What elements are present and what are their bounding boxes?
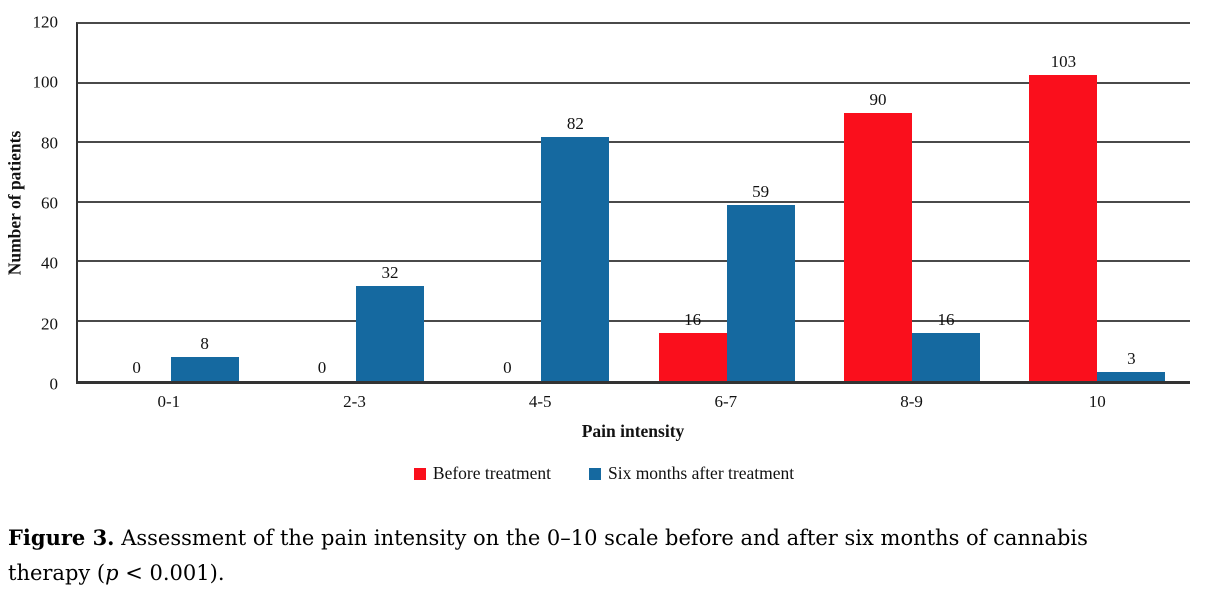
bar-value-label: 16 bbox=[937, 310, 955, 330]
bar-group-10: 103 3 bbox=[1005, 24, 1190, 381]
y-tick-label: 40 bbox=[41, 253, 58, 273]
gridline bbox=[78, 319, 1190, 322]
legend-label: Six months after treatment bbox=[607, 463, 795, 483]
bar-six-months-after-treatment bbox=[726, 205, 795, 381]
y-tick-label: 100 bbox=[32, 72, 59, 92]
x-tick-label: 4-5 bbox=[528, 392, 552, 411]
bar-before-treatment bbox=[658, 333, 727, 381]
bar-column: 16 bbox=[658, 24, 727, 381]
caption-p-italic: p bbox=[105, 561, 119, 585]
bar-value-label: 0 bbox=[132, 358, 141, 377]
caption-figure-label: Figure 3. bbox=[8, 525, 115, 550]
figure-caption: Figure 3. Assessment of the pain intensi… bbox=[8, 520, 1204, 591]
bar-value-label: 59 bbox=[752, 182, 770, 202]
bar-six-months-after-treatment bbox=[1097, 372, 1166, 381]
x-axis-title: Pain intensity bbox=[581, 421, 685, 441]
legend-label: Before treatment bbox=[432, 463, 551, 483]
bar-value-label: 0 bbox=[503, 358, 512, 377]
bar-column: 0 bbox=[473, 24, 541, 381]
bar-before-treatment bbox=[1029, 74, 1098, 381]
bar-group-6-7: 16 59 bbox=[634, 24, 819, 381]
y-tick-label: 20 bbox=[41, 314, 58, 334]
bar-column: 3 bbox=[1097, 24, 1166, 381]
bar-column: 8 bbox=[170, 24, 239, 381]
bar-six-months-after-treatment bbox=[541, 137, 610, 381]
y-tick-label: 0 bbox=[49, 374, 59, 394]
bar-value-label: 90 bbox=[869, 90, 887, 110]
bar-six-months-after-treatment bbox=[911, 333, 980, 381]
legend-swatch-icon bbox=[413, 467, 426, 480]
bar-six-months-after-treatment bbox=[355, 285, 424, 381]
x-tick-label: 0-1 bbox=[157, 392, 181, 411]
bar-column: 90 bbox=[843, 24, 912, 381]
gridline bbox=[78, 81, 1190, 84]
bar-group-4-5: 0 82 bbox=[449, 24, 634, 381]
legend: Before treatment Six months after treatme… bbox=[0, 463, 1208, 484]
x-tick-label: 6-7 bbox=[714, 392, 738, 411]
y-tick-label: 120 bbox=[32, 12, 59, 32]
bar-column: 59 bbox=[726, 24, 795, 381]
x-tick-label: 10 bbox=[1088, 392, 1106, 411]
gridline bbox=[78, 260, 1190, 262]
bar-column: 32 bbox=[355, 24, 424, 381]
y-tick-label: 80 bbox=[41, 133, 58, 153]
gridline bbox=[78, 141, 1190, 143]
y-tick-label: 60 bbox=[41, 193, 58, 213]
x-tick-label: 8-9 bbox=[900, 392, 923, 411]
bar-group-2-3: 0 32 bbox=[263, 24, 448, 381]
caption-line2-post: < 0.001). bbox=[118, 561, 225, 585]
bar-value-label: 32 bbox=[381, 262, 399, 282]
caption-line1: Assessment of the pain intensity on the … bbox=[121, 526, 1088, 550]
legend-item: Six months after treatment bbox=[588, 463, 795, 484]
bar-value-label: 16 bbox=[684, 310, 702, 330]
x-tick-label: 2-3 bbox=[343, 392, 366, 411]
bar-value-label: 3 bbox=[1127, 349, 1136, 369]
bar-before-treatment bbox=[843, 113, 912, 381]
bar-column: 0 bbox=[103, 24, 171, 381]
caption-line2-pre: therapy ( bbox=[8, 561, 106, 585]
bar-column: 103 bbox=[1029, 24, 1098, 381]
bar-column: 82 bbox=[541, 24, 610, 381]
x-axis-ticks: 0-1 2-3 4-5 6-7 8-9 10 bbox=[76, 392, 1190, 412]
bar-group-8-9: 90 16 bbox=[819, 24, 1004, 381]
plot-area: 0 8 0 32 0 82 16 59 90 16 103 3 bbox=[76, 22, 1190, 384]
bar-value-label: 103 bbox=[1050, 51, 1077, 71]
bar-value-label: 82 bbox=[566, 114, 584, 134]
legend-swatch-icon bbox=[588, 467, 601, 480]
gridline bbox=[78, 200, 1190, 203]
bar-value-label: 0 bbox=[317, 358, 327, 377]
bar-column: 16 bbox=[911, 24, 980, 381]
bar-six-months-after-treatment bbox=[170, 357, 239, 381]
bar-column: 0 bbox=[288, 24, 356, 381]
bar-value-label: 8 bbox=[200, 334, 209, 354]
legend-item: Before treatment bbox=[413, 463, 551, 484]
y-axis-ticks: 0 20 40 60 80 100 120 bbox=[0, 14, 59, 393]
